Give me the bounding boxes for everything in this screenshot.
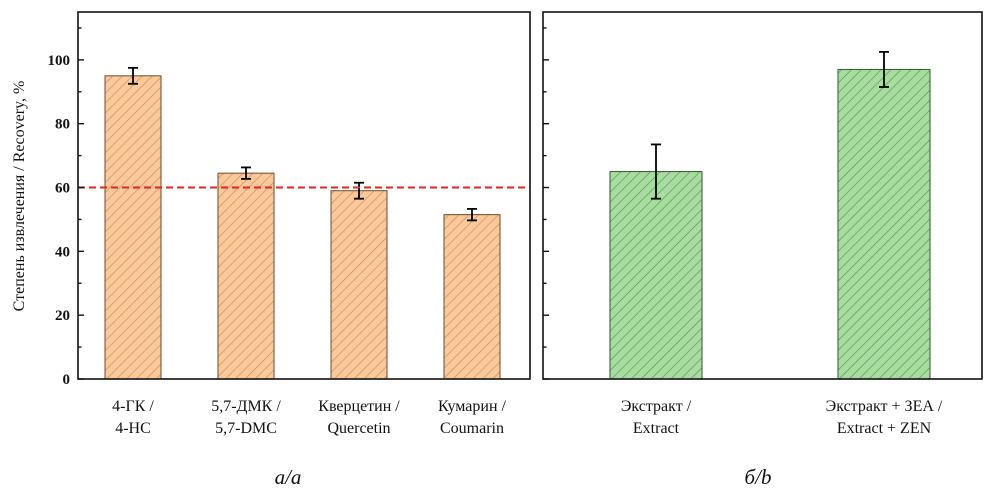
panel-a-error-bar-2 <box>241 166 251 180</box>
panel-b-bar-1 <box>609 171 703 380</box>
category-label-line: 4-HC <box>115 420 151 437</box>
category-label-line: 4-ГК / <box>112 398 154 415</box>
panel-a-y-tick-label-20: 20 <box>55 308 70 324</box>
panel-a-y-tick-label-40: 40 <box>55 244 70 260</box>
panel-a-bar-2 <box>217 172 275 380</box>
panel-a-label: а/а <box>275 465 302 489</box>
panel-a-category-label-1: 4-ГК / 4-HC <box>112 398 154 437</box>
panel-b-error-bar-2 <box>879 50 889 88</box>
category-label-line: Экстракт / <box>621 398 692 415</box>
panel-b-category-label-1: Экстракт / Extract <box>621 398 692 437</box>
panel-a-category-label-4: Кумарин / Coumarin <box>438 398 507 437</box>
panel-a-error-bar-1 <box>128 66 138 85</box>
panel-a-bar-4 <box>443 214 501 380</box>
panel-a-y-tick-label-60: 60 <box>55 181 70 197</box>
category-label-line: Coumarin <box>440 420 504 437</box>
panel-a-bar-1 <box>104 75 162 380</box>
category-label-line: 5,7-DMC <box>215 420 277 437</box>
category-label-line: Экстракт + ЗЕА / <box>826 398 943 415</box>
panel-a-chart: 4-ГК / 4-HC 5,7-ДМК / 5,7-DMC Кверцетин / Que… <box>48 11 531 437</box>
panel-a-y-tick-label-80: 80 <box>55 117 70 133</box>
panel-a-y-tick-label-100: 100 <box>48 53 71 69</box>
panel-b-error-bar-1 <box>651 143 661 200</box>
panel-b-axes-frame <box>542 11 983 380</box>
panel-a-y-tick-label-0: 0 <box>63 372 71 388</box>
panel-a-category-label-2: 5,7-ДМК / 5,7-DMC <box>211 398 281 437</box>
category-label-line: Extract <box>633 420 680 437</box>
panel-b-category-label-2: Экстракт + ЗЕА / Extract + ZEN <box>826 398 943 437</box>
panel-a-bar-3 <box>330 190 388 380</box>
category-label-line: Extract + ZEN <box>837 420 932 437</box>
panel-b-chart: Экстракт / Extract Экстракт + ЗЕА / Extract… <box>542 11 983 437</box>
panel-b-bar-2 <box>837 68 931 380</box>
panel-a-error-bar-3 <box>354 181 364 200</box>
panel-b-label: б/b <box>745 465 772 489</box>
category-label-line: Quercetin <box>327 420 390 437</box>
panel-a-error-bar-4 <box>467 208 477 222</box>
y-axis-label: Степень извлечения / Recovery, % <box>11 81 28 312</box>
category-label-line: 5,7-ДМК / <box>211 398 281 415</box>
panel-a-axes-frame <box>77 11 531 380</box>
category-label-line: Кверцетин / <box>318 398 400 415</box>
panel-a-category-label-3: Кверцетин / Quercetin <box>318 398 400 437</box>
category-label-line: Кумарин / <box>438 398 507 415</box>
